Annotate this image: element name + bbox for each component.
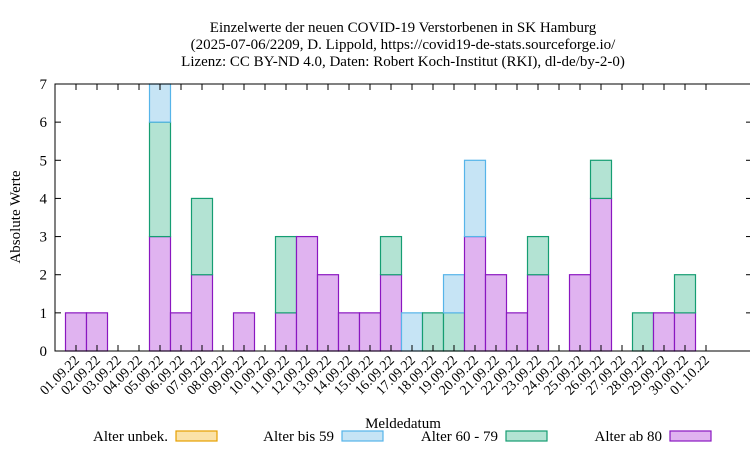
bar-20.09.22-s2	[463, 159, 487, 238]
legend-label: Alter bis 59	[263, 429, 334, 445]
bar-05.09.22-s0	[148, 235, 172, 352]
bar-13.09.22-s0	[316, 274, 340, 352]
y-axis-label: Absolute Werte	[8, 170, 24, 263]
chart-title: Einzelwerte der neuen COVID-19 Verstorbe…	[181, 20, 625, 70]
y-tick-label: 6	[40, 115, 48, 131]
y-tick-label: 7	[40, 77, 48, 93]
bar-05.09.22-s1	[148, 121, 172, 238]
bars	[64, 83, 697, 352]
y-tick-label: 2	[40, 268, 48, 284]
bar-26.09.22-s1	[589, 159, 613, 200]
legend-swatch	[175, 430, 218, 442]
y-tick-label: 3	[40, 230, 48, 246]
bar-26.09.22-s0	[589, 197, 613, 352]
bar-12.09.22-s0	[295, 235, 319, 352]
legend-label: Alter 60 - 79	[421, 429, 498, 445]
y-axis: 0 1 2 3 4 5 6 7	[40, 77, 750, 360]
title-line-3: Lizenz: CC BY-ND 4.0, Daten: Robert Koch…	[181, 54, 625, 70]
y-tick-label: 5	[40, 153, 48, 169]
legend-swatch	[505, 430, 548, 442]
bar-19.09.22-s2	[442, 274, 466, 314]
bar-23.09.22-s0	[526, 274, 550, 352]
bar-11.09.22-s1	[274, 235, 298, 314]
title-line-2: (2025-07-06/2209, D. Lippold, https://co…	[191, 37, 616, 53]
y-tick-label: 1	[40, 306, 48, 322]
bar-23.09.22-s1	[526, 235, 550, 276]
bar-25.09.22-s0	[568, 274, 592, 352]
bar-16.09.22-s0	[379, 274, 403, 352]
bar-07.09.22-s1	[190, 197, 214, 276]
legend-swatch	[341, 430, 384, 442]
bar-16.09.22-s1	[379, 235, 403, 276]
legend-swatch	[669, 430, 712, 442]
y-tick-label: 4	[40, 191, 48, 207]
y-tick-label: 0	[40, 344, 48, 360]
bar-20.09.22-s0	[463, 235, 487, 352]
legend: Alter unbek. Alter bis 59 Alter 60 - 79 Alt…	[93, 429, 712, 445]
bar-07.09.22-s0	[190, 274, 214, 352]
x-axis-label: Meldedatum	[365, 416, 441, 432]
legend-label: Alter unbek.	[93, 429, 168, 445]
bar-30.09.22-s1	[673, 274, 697, 314]
plot-frame	[54, 83, 750, 352]
title-line-1: Einzelwerte der neuen COVID-19 Verstorbe…	[210, 20, 597, 36]
bar-21.09.22-s0	[484, 274, 508, 352]
legend-label: Alter ab 80	[595, 429, 662, 445]
